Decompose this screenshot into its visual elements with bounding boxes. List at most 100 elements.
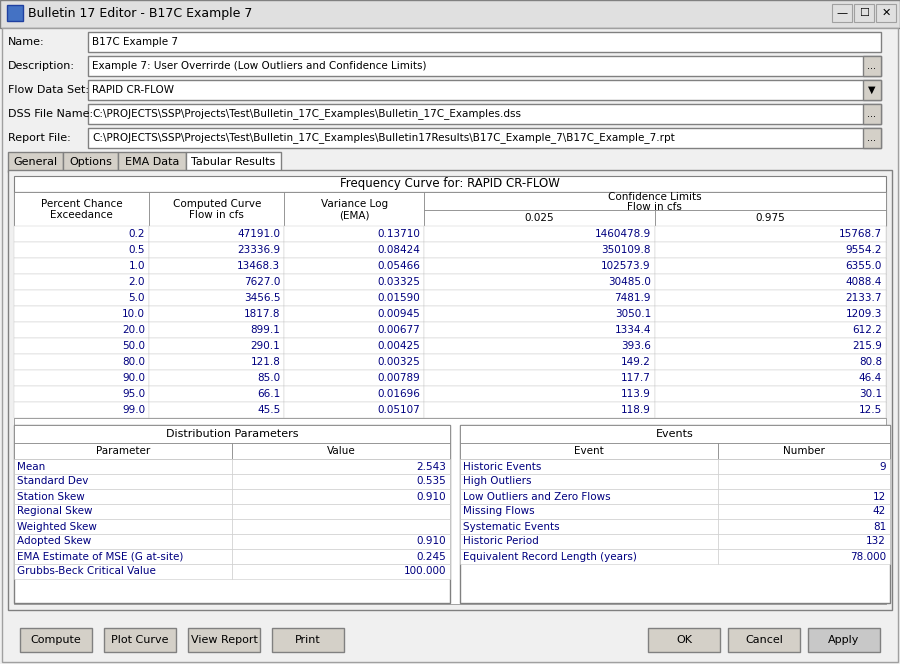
Text: 100.000: 100.000 [403, 566, 446, 576]
Text: 215.9: 215.9 [852, 341, 882, 351]
Text: 0.05107: 0.05107 [377, 405, 419, 415]
Bar [718, 549, 890, 564]
Text: 0.13710: 0.13710 [377, 229, 419, 239]
Bar [718, 519, 890, 534]
Bar [284, 386, 424, 402]
Text: Systematic Events: Systematic Events [463, 521, 560, 531]
Bar [718, 443, 890, 459]
Bar [7, 5, 23, 21]
Text: 1209.3: 1209.3 [846, 309, 882, 319]
Text: Frequency Curve for: RAPID CR-FLOW: Frequency Curve for: RAPID CR-FLOW [340, 177, 560, 191]
Text: Percent Chance: Percent Chance [40, 199, 122, 209]
Bar [655, 274, 886, 290]
Text: 102573.9: 102573.9 [601, 261, 651, 271]
Text: Name:: Name: [8, 37, 45, 47]
Bar [149, 274, 284, 290]
Bar [284, 322, 424, 338]
Text: 47191.0: 47191.0 [238, 229, 280, 239]
Text: Station Skew: Station Skew [17, 491, 85, 501]
Bar [149, 226, 284, 242]
Bar [14, 258, 149, 274]
Bar [118, 152, 186, 172]
Text: 0.245: 0.245 [416, 552, 446, 562]
Bar [14, 242, 149, 258]
Text: 50.0: 50.0 [122, 341, 145, 351]
Bar [149, 386, 284, 402]
Bar [460, 459, 718, 474]
Bar [648, 628, 720, 652]
Text: (EMA): (EMA) [338, 210, 369, 220]
Text: General: General [14, 157, 58, 167]
Bar [14, 338, 149, 354]
Bar [718, 534, 890, 549]
Text: 2.543: 2.543 [416, 461, 446, 471]
Text: ▼: ▼ [868, 85, 876, 95]
Bar [232, 564, 450, 579]
Text: 0.08424: 0.08424 [377, 245, 419, 255]
Bar [718, 474, 890, 489]
Bar [14, 549, 232, 564]
Text: Events: Events [656, 429, 694, 439]
Text: Low Outliers and Zero Flows: Low Outliers and Zero Flows [463, 491, 610, 501]
Bar [232, 519, 450, 534]
Bar [284, 354, 424, 370]
Text: Mean: Mean [17, 461, 45, 471]
Text: 23336.9: 23336.9 [238, 245, 280, 255]
Bar [14, 322, 149, 338]
Text: C:\PROJECTS\SSP\Projects\Test\Bulletin_17C_Examples\Bulletin17Results\B17C_Examp: C:\PROJECTS\SSP\Projects\Test\Bulletin_1… [92, 133, 675, 143]
Text: 0.00945: 0.00945 [377, 309, 419, 319]
Bar [14, 370, 886, 386]
Text: OK: OK [676, 635, 692, 645]
Bar [655, 226, 886, 242]
Bar [284, 242, 424, 258]
Bar [232, 489, 450, 504]
Bar [460, 425, 890, 603]
Text: Number: Number [783, 446, 825, 456]
Text: Flow in cfs: Flow in cfs [627, 202, 682, 212]
Text: Distribution Parameters: Distribution Parameters [166, 429, 298, 439]
Bar [104, 628, 176, 652]
Bar [14, 274, 149, 290]
Text: Flow Data Set:: Flow Data Set: [8, 85, 89, 95]
Bar [863, 128, 881, 148]
Bar [14, 418, 886, 604]
Bar [424, 322, 655, 338]
Text: ...: ... [868, 133, 877, 143]
Text: 132: 132 [866, 537, 886, 546]
Bar [284, 274, 424, 290]
Text: 9: 9 [879, 461, 886, 471]
Bar [655, 402, 886, 418]
Text: 350109.8: 350109.8 [601, 245, 651, 255]
Text: ☐: ☐ [859, 8, 869, 18]
Text: 118.9: 118.9 [621, 405, 651, 415]
Text: Flow in cfs: Flow in cfs [189, 210, 244, 220]
Bar [14, 370, 149, 386]
Text: 12: 12 [873, 491, 886, 501]
Bar [149, 306, 284, 322]
Bar [14, 489, 232, 504]
Bar [149, 290, 284, 306]
Text: 117.7: 117.7 [621, 373, 651, 383]
Text: 149.2: 149.2 [621, 357, 651, 367]
Text: 46.4: 46.4 [859, 373, 882, 383]
Bar [14, 519, 232, 534]
Text: Variance Log: Variance Log [320, 199, 388, 209]
Bar [14, 425, 450, 603]
Text: 10.0: 10.0 [122, 309, 145, 319]
Bar [460, 474, 718, 489]
Bar [424, 210, 655, 226]
Bar [232, 504, 450, 519]
Text: Computed Curve: Computed Curve [173, 199, 261, 209]
Text: 85.0: 85.0 [257, 373, 280, 383]
Text: 0.01696: 0.01696 [377, 389, 419, 399]
Text: 81: 81 [873, 521, 886, 531]
Text: Event: Event [574, 446, 604, 456]
Bar [14, 474, 232, 489]
Bar [460, 504, 718, 519]
Text: Equivalent Record Length (years): Equivalent Record Length (years) [463, 552, 637, 562]
Text: 90.0: 90.0 [122, 373, 145, 383]
Bar [0, 0, 900, 28]
Text: 1460478.9: 1460478.9 [595, 229, 651, 239]
Text: 612.2: 612.2 [852, 325, 882, 335]
Text: RAPID CR-FLOW: RAPID CR-FLOW [92, 85, 174, 95]
